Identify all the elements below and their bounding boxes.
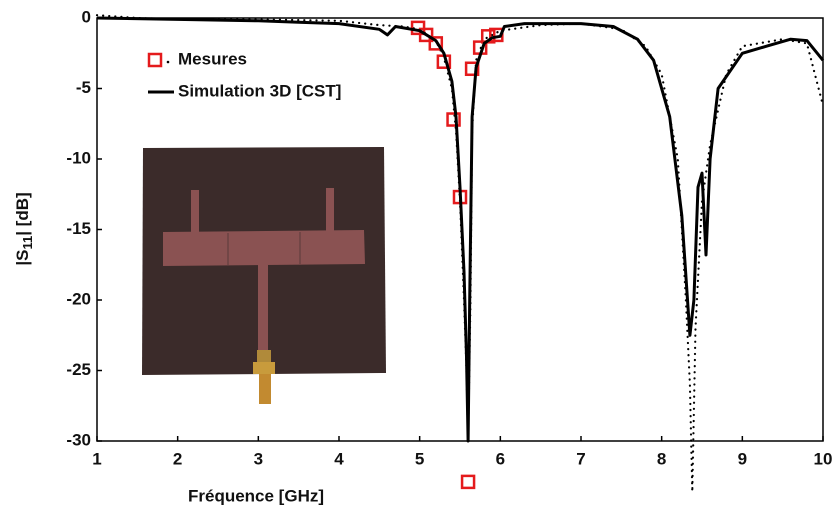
marker bbox=[428, 36, 444, 51]
x-tick-label: 10 bbox=[814, 449, 833, 468]
x-tick-label: 6 bbox=[496, 449, 505, 468]
x-tick-label: 9 bbox=[738, 449, 747, 468]
legend-label: Simulation 3D [CST] bbox=[178, 81, 341, 100]
x-tick-label: 2 bbox=[173, 449, 182, 468]
antenna-photo bbox=[142, 147, 386, 404]
marker bbox=[446, 112, 461, 127]
legend-marker bbox=[147, 52, 163, 68]
legend-dot bbox=[166, 60, 170, 64]
y-tick-label: -15 bbox=[66, 219, 91, 238]
y-tick-label: -30 bbox=[66, 430, 91, 449]
x-axis-label: Fréquence [GHz] bbox=[188, 486, 324, 505]
y-tick-label: -20 bbox=[66, 289, 91, 308]
x-tick-label: 8 bbox=[657, 449, 666, 468]
x-tick-label: 3 bbox=[254, 449, 263, 468]
series-line bbox=[96, 16, 825, 443]
y-label-part: | [dB] bbox=[13, 192, 32, 235]
y-label-part: |S bbox=[13, 250, 32, 266]
x-tick-label: 7 bbox=[576, 449, 585, 468]
legend-label: Mesures bbox=[178, 49, 247, 68]
x-tick-label: 5 bbox=[415, 449, 424, 468]
y-tick-label: -10 bbox=[66, 148, 91, 167]
y-tick-label: -25 bbox=[66, 360, 91, 379]
x-tick-label: 4 bbox=[334, 449, 344, 468]
marker bbox=[460, 474, 476, 490]
y-tick-label: -5 bbox=[76, 78, 91, 97]
y-tick-label: 0 bbox=[82, 7, 91, 26]
x-tick-label: 1 bbox=[92, 449, 101, 468]
marker bbox=[418, 27, 434, 43]
marker bbox=[464, 61, 480, 77]
y-label-sub: 11 bbox=[20, 236, 35, 250]
y-axis-label: |S11| [dB] bbox=[13, 192, 35, 265]
